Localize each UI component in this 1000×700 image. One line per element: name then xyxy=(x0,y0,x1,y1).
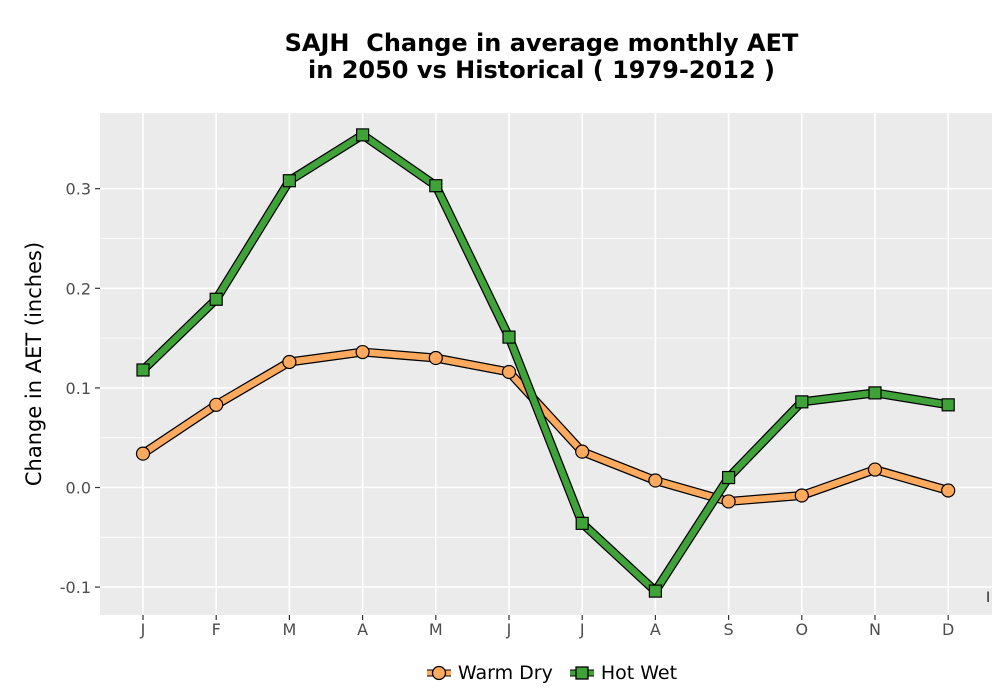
data-point-hot-wet xyxy=(356,128,370,142)
data-point-hot-wet xyxy=(868,386,882,400)
data-point-warm-dry xyxy=(428,350,443,366)
data-point-hot-wet xyxy=(502,330,516,344)
data-point-warm-dry xyxy=(721,494,736,509)
data-point-warm-dry xyxy=(282,354,297,370)
legend-item-warm-dry: Warm Dry xyxy=(426,660,553,686)
data-point-warm-dry xyxy=(501,364,517,380)
data-point-hot-wet xyxy=(795,395,809,409)
x-tick-label: M xyxy=(429,620,443,639)
y-axis: -0.1 0.0 0.1 0.2 0.3 xyxy=(60,180,100,597)
y-tick-label: 0.1 xyxy=(66,379,91,398)
data-point-hot-wet xyxy=(721,470,736,485)
x-tick-label: J xyxy=(579,620,585,639)
major-gridlines xyxy=(100,113,992,615)
chart-title-line-2: in 2050 vs Historical ( 1979-2012 ) xyxy=(308,56,775,84)
x-tick-label: O xyxy=(796,620,809,639)
data-point-warm-dry xyxy=(355,344,370,360)
legend-label-warm-dry: Warm Dry xyxy=(457,662,553,684)
series-line-1 xyxy=(139,348,952,505)
data-point-warm-dry xyxy=(575,444,590,459)
y-tick-label: 0.2 xyxy=(66,279,91,298)
x-tick-label: N xyxy=(869,620,881,639)
series-line-2 xyxy=(139,131,952,595)
plot-panel xyxy=(100,113,992,615)
x-tick-label: A xyxy=(650,620,661,639)
data-point-warm-dry xyxy=(867,462,883,477)
legend-key-hot-wet xyxy=(569,666,594,680)
x-tick-label: A xyxy=(357,620,368,639)
data-point-hot-wet xyxy=(575,516,589,530)
x-tick-label: S xyxy=(724,620,734,639)
data-point-warm-dry xyxy=(941,483,956,498)
data-point-warm-dry xyxy=(794,488,809,503)
x-tick-label: F xyxy=(212,620,221,639)
data-point-hot-wet xyxy=(941,398,955,412)
data-point-hot-wet xyxy=(209,292,223,306)
data-point-hot-wet xyxy=(136,363,150,377)
legend: Warm Dry Hot Wet xyxy=(0,660,1000,686)
y-tick-label: -0.1 xyxy=(60,578,91,597)
data-point-hot-wet xyxy=(429,179,443,193)
legend-item-hot-wet: Hot Wet xyxy=(569,660,677,686)
chart-title-line-1: SAJH Change in average monthly AET xyxy=(284,29,799,57)
data-point-warm-dry xyxy=(648,473,663,488)
series-layer xyxy=(135,128,956,598)
corner-mark: I xyxy=(986,590,991,606)
x-tick-label: M xyxy=(282,620,296,639)
y-tick-label: 0.3 xyxy=(66,180,91,199)
legend-key-warm-dry xyxy=(426,665,451,681)
chart-title: SAJH Change in average monthly AET in 20… xyxy=(0,30,1000,84)
data-point-hot-wet xyxy=(648,584,663,598)
x-tick-label: J xyxy=(140,620,146,639)
data-point-hot-wet xyxy=(282,174,296,188)
legend-label-hot-wet: Hot Wet xyxy=(600,662,678,684)
data-point-warm-dry xyxy=(209,397,224,412)
x-tick-label: D xyxy=(942,620,954,639)
x-tick-label: J xyxy=(506,620,512,639)
y-tick-label: 0.0 xyxy=(66,479,91,498)
data-point-warm-dry xyxy=(135,446,151,461)
